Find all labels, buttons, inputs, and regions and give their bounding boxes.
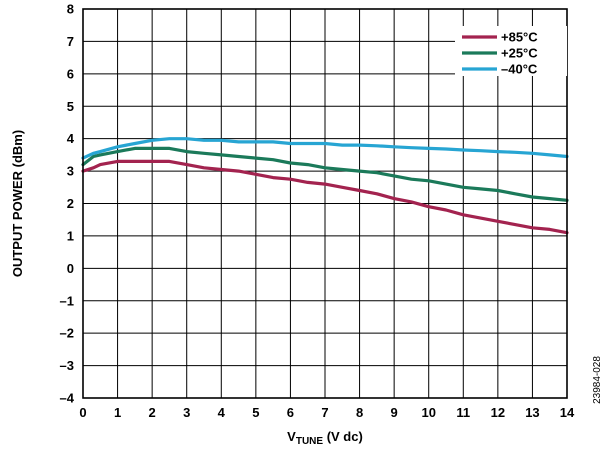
y-tick-label: –3 bbox=[60, 358, 74, 373]
x-tick-label: 2 bbox=[149, 405, 156, 420]
x-axis-label-subscript: TUNE bbox=[296, 436, 324, 447]
y-tick-label: 7 bbox=[67, 34, 74, 49]
y-tick-label: 2 bbox=[67, 196, 74, 211]
y-tick-label: 5 bbox=[67, 99, 74, 114]
x-tick-label: 5 bbox=[252, 405, 259, 420]
x-tick-label: 11 bbox=[456, 405, 470, 420]
x-axis-label-suffix: (V dc) bbox=[323, 429, 363, 444]
x-tick-label: 7 bbox=[321, 405, 328, 420]
y-axis-label: OUTPUT POWER (dBm) bbox=[10, 130, 25, 277]
figure-code: 23984-028 bbox=[592, 356, 603, 404]
x-tick-label: 1 bbox=[114, 405, 121, 420]
x-tick-label: 12 bbox=[491, 405, 505, 420]
y-tick-label: 4 bbox=[67, 131, 75, 146]
y-tick-label: 1 bbox=[67, 228, 74, 243]
y-tick-label: –2 bbox=[60, 326, 74, 341]
x-tick-label: 0 bbox=[79, 405, 86, 420]
y-tick-label: 6 bbox=[67, 66, 74, 81]
legend-label: +85°C bbox=[501, 30, 538, 45]
y-tick-label: 0 bbox=[67, 261, 74, 276]
x-tick-label: 10 bbox=[421, 405, 435, 420]
x-tick-label: 14 bbox=[560, 405, 575, 420]
x-tick-label: 9 bbox=[391, 405, 398, 420]
x-tick-label: 13 bbox=[525, 405, 539, 420]
legend: +85°C+25°C–40°C bbox=[455, 26, 567, 77]
x-tick-label: 6 bbox=[287, 405, 294, 420]
y-tick-label: –4 bbox=[60, 391, 75, 406]
y-tick-label: 3 bbox=[67, 164, 74, 179]
x-tick-label: 8 bbox=[356, 405, 363, 420]
x-tick-label: 3 bbox=[183, 405, 190, 420]
legend-label: –40°C bbox=[501, 62, 538, 77]
y-tick-label: –1 bbox=[60, 293, 74, 308]
x-tick-labels: 0 1 2 3 4 5 6 7 8 9 10 11 12 13 14 bbox=[79, 405, 575, 420]
x-tick-label: 4 bbox=[218, 405, 226, 420]
legend-label: +25°C bbox=[501, 46, 538, 61]
x-axis-label-main: V bbox=[287, 429, 296, 444]
y-tick-label: 8 bbox=[67, 2, 74, 17]
